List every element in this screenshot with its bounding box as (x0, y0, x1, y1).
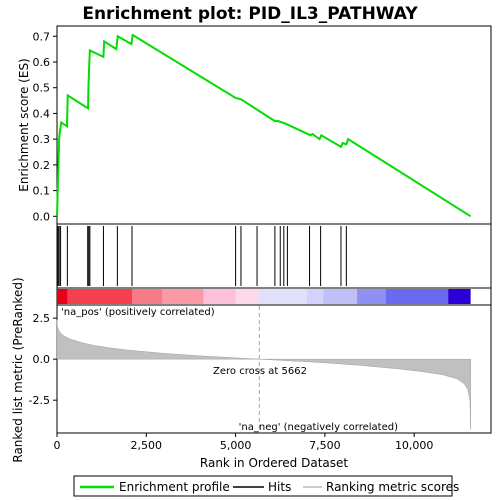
legend-enrichment-label: Enrichment profile (119, 480, 230, 494)
metric-ytick-label: -2.5 (29, 394, 50, 407)
hit-markers (57, 226, 347, 286)
hits-panel-frame (56, 223, 492, 289)
ranking-bar-segment (67, 289, 133, 304)
legend-hits-label: Hits (268, 480, 291, 494)
ranking-bar-segment (258, 289, 308, 304)
enrichment-profile-line (56, 33, 472, 218)
es-ytick-label: 0.4 (33, 107, 51, 120)
metric-ylabel: Ranked list metric (PreRanked) (11, 277, 25, 462)
x-tick-label: 5,000 (220, 439, 252, 452)
x-tick-label: 2,500 (131, 439, 163, 452)
chart-title: Enrichment plot: PID_IL3_PATHWAY (82, 4, 418, 24)
es-panel-frame (56, 25, 492, 225)
ranking-bar-segment (385, 289, 449, 304)
es-ytick-label: 0.1 (33, 185, 51, 198)
ranking-bar-segment (307, 289, 324, 304)
es-ytick-label: 0.3 (33, 133, 51, 146)
ranking-color-bar (57, 289, 471, 304)
zero-cross-label: Zero cross at 5662 (213, 366, 307, 377)
es-ytick-label: 0.2 (33, 159, 51, 172)
es-ytick-label: 0.7 (33, 30, 51, 43)
ranking-bar-segment (235, 289, 259, 304)
es-yticks: 0.0 0.1 0.2 0.3 0.4 0.5 0.6 0.7 (33, 30, 57, 223)
ranking-bar-segment (448, 289, 471, 304)
metric-yticks: 2.5 0.0 -2.5 (29, 312, 57, 407)
metric-ytick-label: 2.5 (33, 312, 51, 325)
neg-correlated-label: 'na_neg' (negatively correlated) (239, 422, 398, 433)
ranking-metric-area (56, 319, 471, 430)
metric-ytick-label: 0.0 (33, 353, 51, 366)
ranking-bar-segment (357, 289, 386, 304)
es-ytick-label: 0.6 (33, 56, 51, 69)
x-axis-label: Rank in Ordered Dataset (200, 456, 348, 470)
x-axis-ticks: 0 2,500 5,000 7,500 10,000 (54, 433, 434, 452)
x-tick-label: 7,500 (309, 439, 341, 452)
ranking-bar-segment (323, 289, 358, 304)
ranking-bar-segment (57, 289, 68, 304)
legend-metric-label: Ranking metric scores (326, 480, 459, 494)
x-tick-label: 0 (54, 439, 61, 452)
ranking-bar-segment (162, 289, 204, 304)
x-tick-label: 10,000 (395, 439, 434, 452)
legend-box (73, 475, 453, 497)
ranking-bar-segment (132, 289, 163, 304)
pos-correlated-label: 'na_pos' (positively correlated) (61, 307, 215, 318)
ranking-bar-segment (203, 289, 236, 304)
es-ytick-label: 0.5 (33, 82, 51, 95)
es-ytick-label: 0.0 (33, 210, 51, 223)
es-ylabel: Enrichment score (ES) (17, 58, 31, 191)
